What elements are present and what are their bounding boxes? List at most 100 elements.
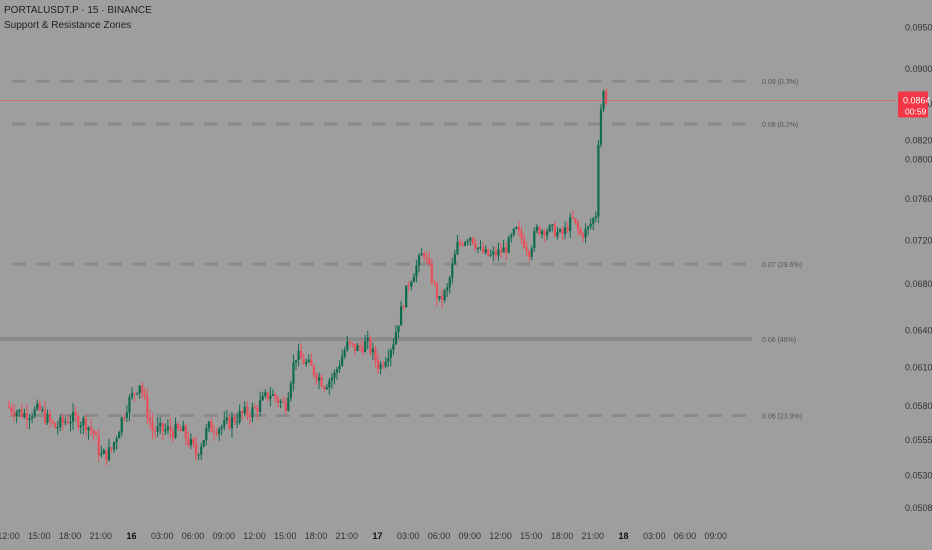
candle-body xyxy=(136,393,139,395)
time-tick-label: 18:00 xyxy=(551,531,574,541)
candle-body xyxy=(464,242,467,246)
candle-body xyxy=(210,421,213,432)
time-tick-label: 09:00 xyxy=(704,531,727,541)
candle-body xyxy=(133,393,136,395)
sr-zones: 0.09 (0.3%) 0.08 (0.2%) 0.07 (29.6%) 0.06 (… xyxy=(0,79,802,420)
candle-body xyxy=(553,224,556,237)
candle-body xyxy=(212,431,216,433)
candle-body xyxy=(79,425,82,428)
candle-body xyxy=(74,412,77,416)
time-axis[interactable]: 12:00 15:00 18:00 21:00 16 03:00 06:00 09:00 12:… xyxy=(0,531,727,541)
candle-body xyxy=(248,415,251,418)
candle-body xyxy=(125,412,128,418)
candle-body xyxy=(446,287,449,291)
time-tick-label: 03:00 xyxy=(397,531,420,541)
candle-body xyxy=(59,417,62,428)
candle-body xyxy=(115,438,118,443)
price-tick-label: 0.0760 xyxy=(905,194,932,204)
candle-body xyxy=(43,409,46,423)
candle-body xyxy=(430,264,433,283)
candle-body xyxy=(407,285,410,287)
candle-body xyxy=(246,406,249,416)
candle-body xyxy=(292,362,295,384)
candle-body xyxy=(479,247,482,249)
candle-body xyxy=(289,383,292,398)
candle-body xyxy=(440,295,444,301)
candle-body xyxy=(159,423,162,427)
candle-body xyxy=(604,91,608,104)
candle-body xyxy=(179,428,182,432)
candle-body xyxy=(484,249,487,253)
candle-body xyxy=(128,397,131,413)
candle-body xyxy=(343,350,346,357)
candle-body xyxy=(569,217,572,232)
candle-body xyxy=(294,359,298,363)
candle-body xyxy=(364,341,367,353)
candle-body xyxy=(120,417,123,433)
candle-body xyxy=(520,230,523,240)
candle-body xyxy=(300,350,303,359)
candle-body xyxy=(384,361,387,367)
candle-body xyxy=(89,427,93,431)
candle-body xyxy=(192,439,195,445)
price-tick-label: 0.0680 xyxy=(905,279,932,289)
candle-body xyxy=(487,249,490,256)
candle-body xyxy=(97,435,100,456)
candle-body xyxy=(353,343,357,352)
candle-body xyxy=(325,387,328,390)
time-tick-label: 18 xyxy=(618,531,628,541)
candle-body xyxy=(189,439,193,446)
zone-label: 0.06 (23.9%) xyxy=(762,413,802,420)
candle-body xyxy=(494,251,497,256)
candle-body xyxy=(138,385,141,394)
candle-body xyxy=(389,349,392,358)
candle-body xyxy=(71,412,75,422)
candle-body xyxy=(546,231,549,236)
indicator-name[interactable]: Support & Resistance Zones xyxy=(4,20,132,31)
candle-body xyxy=(112,442,116,450)
candle-body xyxy=(228,417,231,429)
time-tick-label: 21:00 xyxy=(89,531,112,541)
candle-body xyxy=(174,423,177,438)
candle-body xyxy=(10,407,13,413)
candle-body xyxy=(538,226,541,235)
candle-body xyxy=(151,422,154,431)
candle-body xyxy=(169,426,172,432)
candle-body xyxy=(566,227,569,232)
candle-body xyxy=(369,337,372,353)
candle-body xyxy=(305,361,308,365)
candle-body xyxy=(581,234,585,238)
candle-body xyxy=(561,229,564,235)
candle-body xyxy=(259,400,262,412)
candle-body xyxy=(166,426,169,430)
candle-body xyxy=(197,454,200,456)
candle-body xyxy=(164,429,167,432)
candle-body xyxy=(317,377,321,381)
candle-body xyxy=(443,290,446,301)
candle-body xyxy=(92,430,95,434)
candle-body xyxy=(351,343,354,345)
candle-body xyxy=(394,332,398,345)
zone-label: 0.09 (0.3%) xyxy=(762,79,798,86)
candle-body xyxy=(82,418,85,426)
candle-body xyxy=(233,417,236,423)
candle-body xyxy=(274,394,277,399)
candle-body xyxy=(328,380,331,388)
zone-label: 0.08 (0.2%) xyxy=(762,122,798,129)
candle-body xyxy=(397,325,400,333)
candle-body xyxy=(461,243,464,246)
candle-body xyxy=(528,251,531,258)
candle-body xyxy=(123,417,126,419)
candle-body xyxy=(261,395,264,401)
candle-body xyxy=(512,228,515,235)
candle-body xyxy=(571,217,574,219)
candle-body xyxy=(13,412,16,416)
symbol-title[interactable]: PORTALUSDT.P · 15 · BINANCE xyxy=(4,5,152,16)
price-axis[interactable]: 0.09500.09000.08600.08200.08000.07600.07… xyxy=(905,23,932,513)
candle-body xyxy=(266,392,269,400)
candle-body xyxy=(425,257,428,259)
time-tick-label: 15:00 xyxy=(274,531,297,541)
time-tick-label: 17 xyxy=(372,531,382,541)
candle-body xyxy=(392,344,395,350)
